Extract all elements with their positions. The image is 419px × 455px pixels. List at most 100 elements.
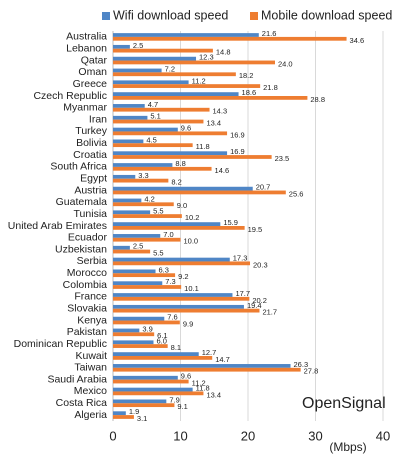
value-label: 9.6 [181, 124, 191, 133]
bar [113, 131, 228, 136]
value-label: 10.1 [184, 284, 199, 293]
legend-swatch [250, 12, 258, 20]
bar [113, 249, 151, 254]
x-tick-label: 30 [308, 428, 322, 443]
value-label: 3.1 [137, 414, 147, 423]
bar [113, 190, 286, 195]
bar [113, 304, 244, 309]
y-tick-label: Kuwait [75, 350, 107, 362]
y-tick-label: Australia [66, 31, 107, 43]
value-label: 17.3 [233, 254, 248, 263]
value-label: 14.7 [215, 355, 230, 364]
bar [113, 379, 189, 384]
value-label: 11.2 [192, 379, 206, 388]
legend-label: Wifi download speed [113, 8, 228, 22]
value-label: 7.2 [165, 64, 175, 73]
value-label: 5.1 [150, 112, 160, 121]
value-label: 13.4 [206, 119, 221, 128]
bar [113, 155, 272, 159]
y-tick-label: Costa Rica [56, 397, 108, 409]
bar [113, 56, 197, 61]
x-tick-label: 10 [173, 428, 187, 443]
y-tick-label: Greece [73, 78, 108, 90]
value-label: 6.0 [157, 336, 167, 345]
value-label: 6.1 [157, 331, 167, 340]
value-label: 18.2 [239, 71, 254, 80]
bar [113, 285, 182, 289]
value-label: 16.9 [230, 130, 245, 139]
bar [113, 403, 175, 408]
bar [113, 96, 308, 100]
y-tick-label: Oman [78, 66, 107, 78]
value-label: 25.6 [289, 189, 304, 198]
y-tick-label: Mexico [74, 385, 107, 397]
value-label: 34.6 [350, 36, 365, 45]
bar [113, 92, 239, 96]
value-label: 8.1 [171, 343, 181, 352]
value-label: 5.5 [153, 249, 163, 258]
value-label: 13.4 [206, 390, 221, 399]
value-label: 20.2 [252, 296, 267, 305]
bar [113, 296, 250, 301]
bar [113, 178, 169, 183]
value-label: 11.8 [196, 142, 210, 151]
value-label: 3.9 [142, 324, 152, 333]
value-label: 7.6 [167, 313, 177, 322]
value-label: 20.3 [253, 260, 268, 269]
bar [113, 344, 168, 348]
bar [113, 198, 142, 203]
bar [113, 411, 126, 416]
bar [113, 127, 178, 132]
y-tick-label: Dominican Republic [14, 338, 107, 350]
bar [113, 340, 154, 345]
bar [113, 234, 161, 238]
bar [113, 281, 163, 286]
value-label: 8.8 [175, 159, 185, 168]
bar [113, 163, 173, 167]
y-tick-label: Qatar [81, 54, 108, 66]
bar [113, 332, 155, 337]
y-tick-label: Taiwan [74, 362, 107, 374]
bar [113, 415, 134, 419]
y-tick-label: Myanmar [63, 102, 107, 114]
value-label: 20.7 [256, 183, 271, 192]
bar [113, 60, 275, 65]
bar [113, 320, 180, 325]
value-label: 17.7 [235, 289, 250, 298]
value-label: 2.5 [133, 242, 143, 251]
bar [113, 261, 251, 266]
bar [113, 328, 140, 333]
value-label: 21.7 [262, 308, 277, 317]
bar [113, 80, 189, 85]
value-label: 14.6 [215, 166, 230, 175]
bar [113, 214, 182, 218]
value-label: 9.9 [183, 319, 193, 328]
bar [113, 36, 347, 41]
bar [113, 245, 130, 250]
value-label: 10.0 [184, 237, 199, 246]
y-tick-label: Pakistan [67, 326, 107, 338]
value-label: 1.9 [129, 407, 139, 416]
value-label: 9.0 [177, 201, 187, 210]
value-label: 8.2 [171, 178, 181, 187]
value-label: 15.9 [223, 218, 238, 227]
value-label: 19.4 [247, 301, 262, 310]
bar [113, 364, 291, 368]
y-tick-label: Tunisia [74, 208, 108, 220]
bar [113, 115, 148, 120]
value-label: 11.2 [192, 76, 206, 85]
x-axis-label: (Mbps) [329, 440, 366, 454]
value-label: 28.8 [310, 95, 325, 104]
y-tick-label: France [74, 291, 107, 303]
value-label: 5.5 [153, 206, 163, 215]
bar [113, 202, 174, 207]
y-tick-label: United Arab Emirates [8, 220, 107, 232]
bar [113, 308, 260, 313]
legend-swatch [102, 12, 110, 20]
bar [113, 48, 213, 53]
value-label: 6.3 [159, 265, 169, 274]
y-tick-label: Lebanon [66, 43, 107, 55]
value-label: 7.0 [163, 230, 173, 239]
bar [113, 273, 176, 278]
